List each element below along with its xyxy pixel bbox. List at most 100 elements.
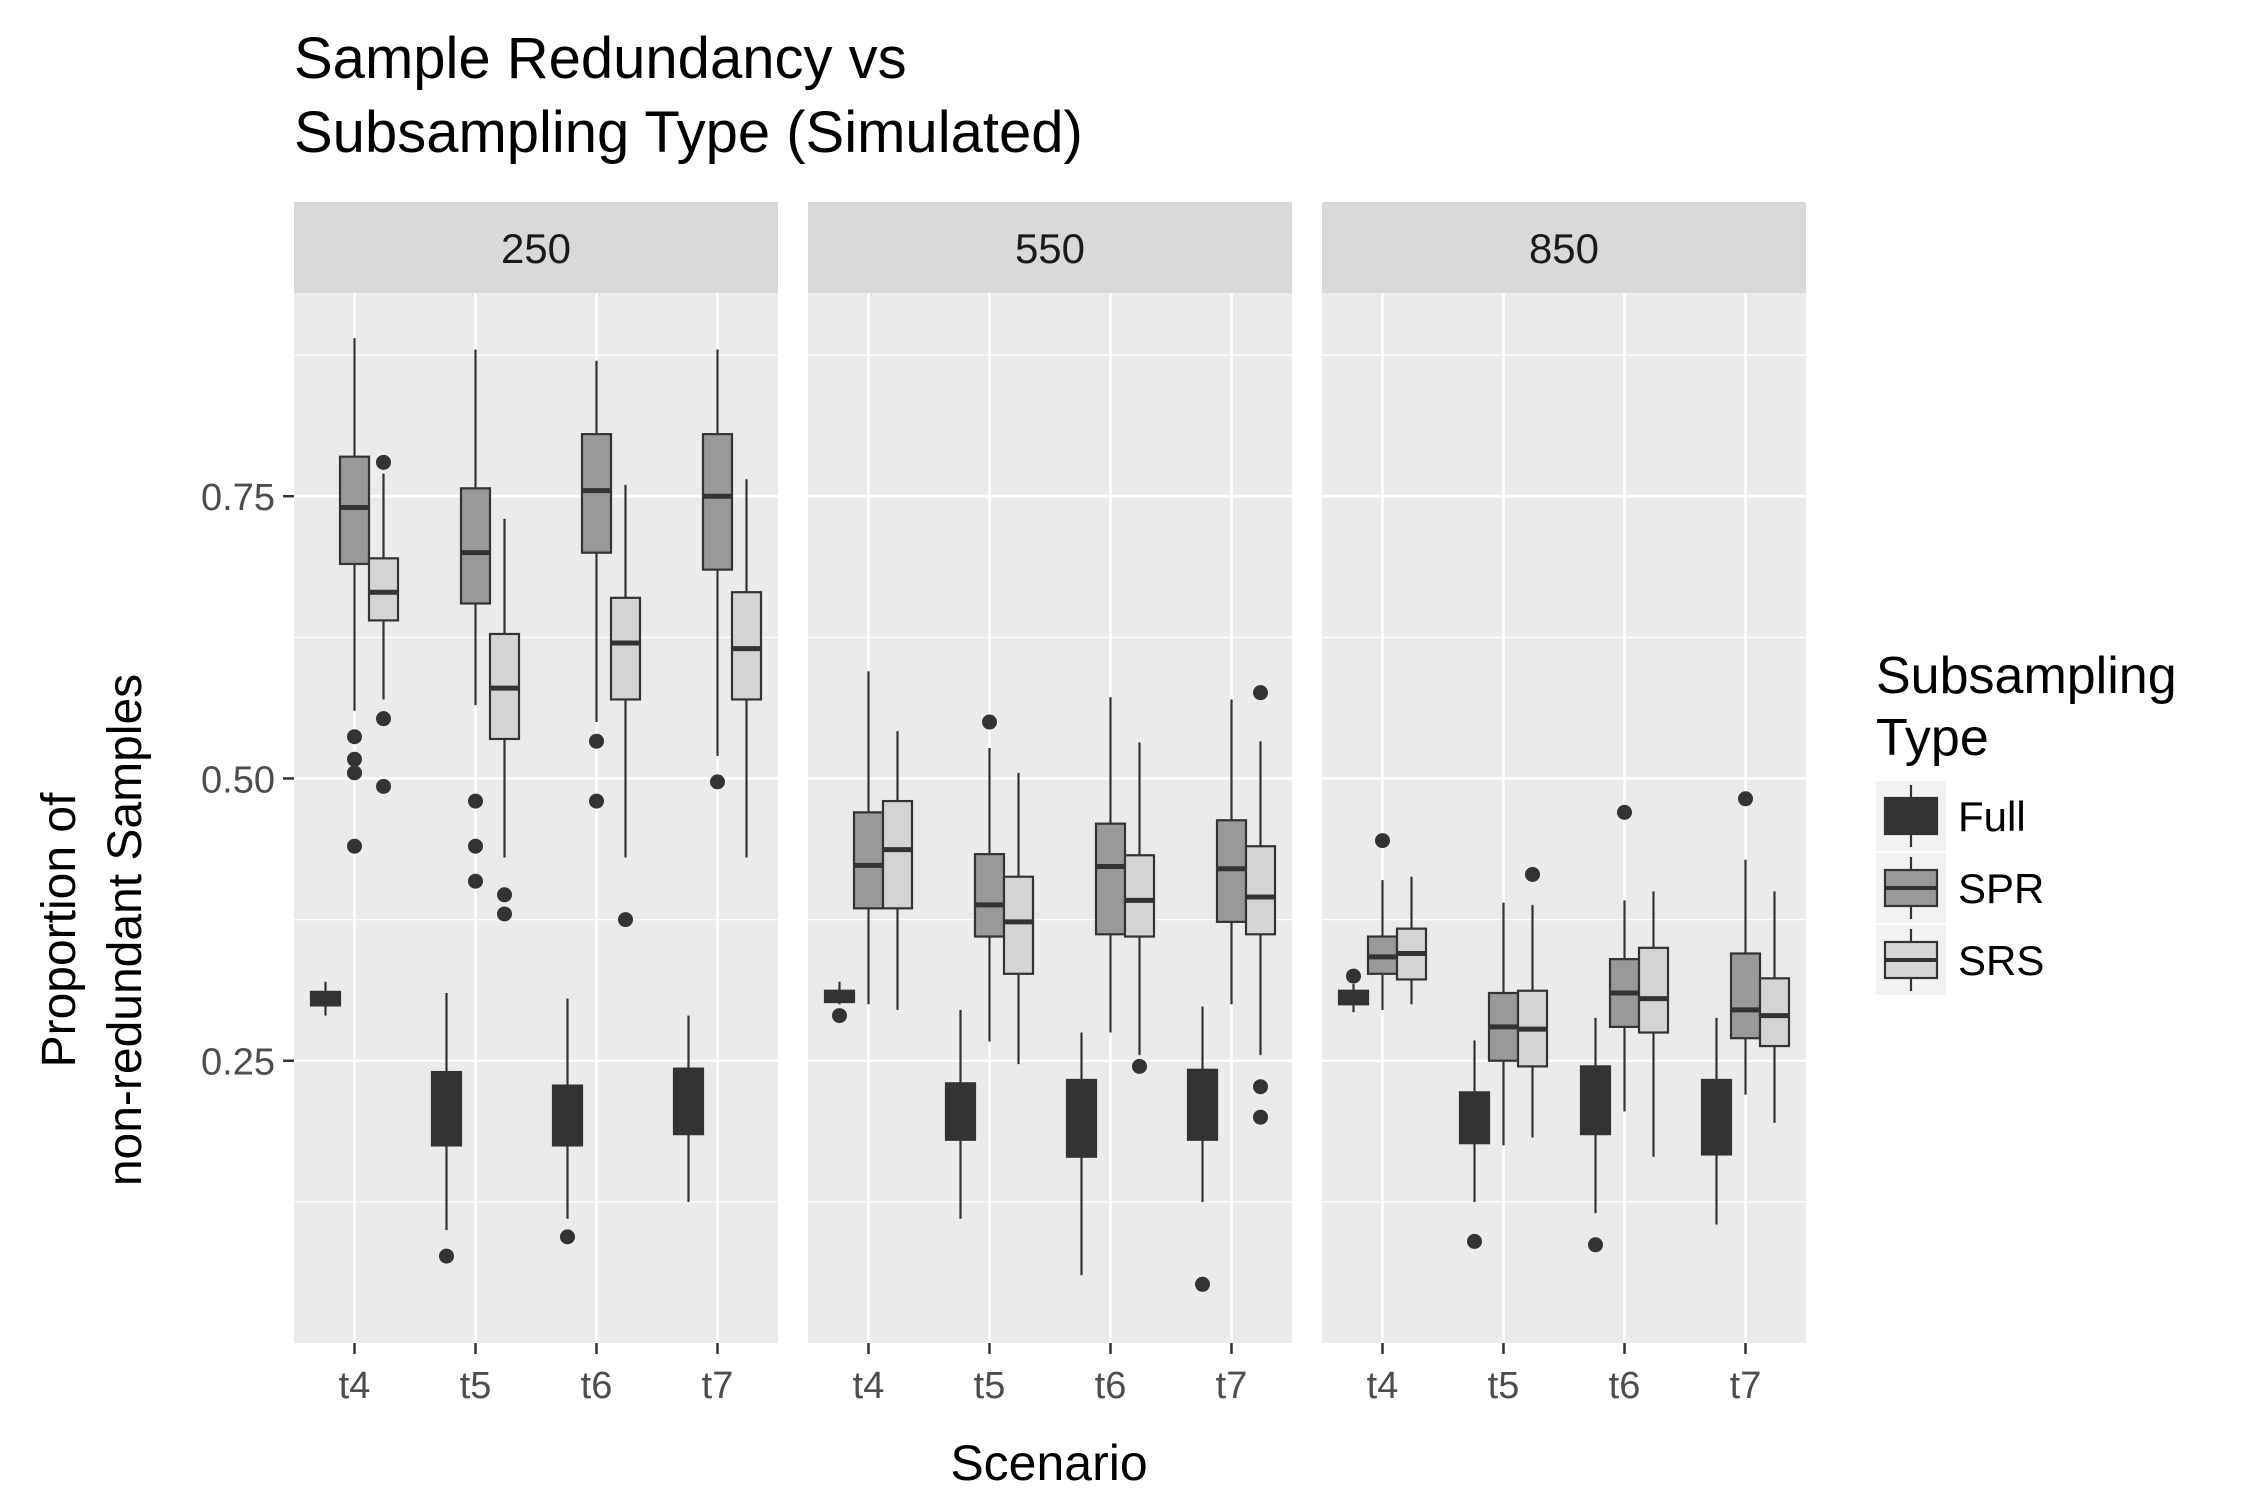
legend-label-full: Full <box>1958 793 2026 840</box>
box-iqr <box>1637 946 1670 1034</box>
y-tick-label: 0.25 <box>201 1042 275 1084</box>
x-tick-label: t6 <box>1095 1365 1127 1407</box>
outlier-point <box>1617 804 1632 820</box>
facet-strip <box>808 202 1292 293</box>
x-tick-label: t7 <box>1216 1365 1248 1407</box>
y-axis-label-line-2: non-redundant Samples <box>99 674 152 1186</box>
outlier-point <box>560 1229 575 1245</box>
outlier-point <box>497 887 512 903</box>
panel-background <box>294 293 778 1343</box>
outlier-point <box>1467 1233 1482 1249</box>
box-iqr <box>1244 845 1277 936</box>
legend-label-spr: SPR <box>1958 865 2044 912</box>
box-full-t7-250 <box>672 1015 705 1202</box>
box-full-t6-550 <box>1065 1032 1098 1276</box>
legend-key-spr: SPR <box>1876 853 2044 923</box>
chart-title-line-2: Subsampling Type (Simulated) <box>294 100 1083 165</box>
chart-title-line-1: Sample Redundancy vs <box>294 26 907 91</box>
legend-keys: Full SPR SRS <box>1876 781 2044 995</box>
box-spr-t7-850 <box>1729 791 1762 1095</box>
x-tick-label: t4 <box>339 1365 371 1407</box>
box-spr-t6-250 <box>580 360 613 809</box>
outlier-point <box>618 912 633 928</box>
box-iqr <box>1758 977 1791 1048</box>
box-iqr <box>1729 952 1762 1040</box>
panel-background <box>1322 293 1806 1343</box>
box-iqr <box>580 433 613 554</box>
box-srs-t6-850 <box>1637 891 1670 1157</box>
outlier-point <box>1253 1109 1268 1125</box>
outlier-point <box>1253 1079 1268 1095</box>
outlier-point <box>589 793 604 809</box>
x-tick-label: t5 <box>974 1365 1006 1407</box>
box-full-t4-250 <box>309 981 342 1016</box>
box-full-t4-850 <box>1337 968 1370 1013</box>
box-srs-t4-550 <box>881 731 914 1010</box>
outlier-point <box>468 793 483 809</box>
box-spr-t4-250 <box>338 338 371 854</box>
legend-key-full: Full <box>1876 781 2026 851</box>
facet-strip <box>294 202 778 293</box>
facet-strip <box>1322 202 1806 293</box>
box-srs-t4-850 <box>1395 876 1428 1005</box>
box-spr-t6-550 <box>1094 697 1127 1033</box>
y-axis-label: Proportion of non-redundant Samples <box>33 674 152 1186</box>
box-full-t6-850 <box>1579 1017 1612 1253</box>
box-full-t5-850 <box>1458 1040 1491 1249</box>
outlier-point <box>1375 833 1390 849</box>
box-full-t5-550 <box>944 1009 977 1219</box>
x-tick-label: t6 <box>1609 1365 1641 1407</box>
facet-panel-850: 850 t4 t5 t6 t7 <box>1322 202 1806 1407</box>
box-iqr <box>1186 1068 1219 1141</box>
outlier-point <box>1132 1058 1147 1074</box>
facet-strip-label: 550 <box>1015 225 1085 272</box>
box-full-t7-550 <box>1186 1006 1219 1292</box>
outlier-point <box>497 906 512 922</box>
outlier-point <box>1346 968 1361 984</box>
x-tick-label: t7 <box>1730 1365 1762 1407</box>
box-iqr <box>367 557 400 622</box>
facet-panel-250: 250 t4 t5 t6 t7 <box>294 202 778 1407</box>
outlier-point <box>1738 791 1753 807</box>
box-srs-t5-250 <box>488 518 521 922</box>
box-srs-t6-250 <box>609 484 642 928</box>
box-iqr <box>1094 822 1127 936</box>
y-axis-label-line-1: Proportion of <box>33 792 86 1067</box>
box-full-t5-250 <box>430 993 463 1264</box>
facet-strip-label: 850 <box>1529 225 1599 272</box>
outlier-point <box>376 711 391 727</box>
box-srs-t7-550 <box>1244 685 1277 1125</box>
box-iqr <box>701 433 734 571</box>
facet-panels: 250 t4 t5 t6 t7 550 t4 t5 t6 t7 850 t4 t5 t6 t7 <box>294 202 1806 1407</box>
facet-strip-label: 250 <box>501 225 571 272</box>
box-spr-t6-850 <box>1608 804 1641 1112</box>
box-iqr <box>973 853 1006 938</box>
x-tick-label: t5 <box>460 1365 492 1407</box>
legend-label-srs: SRS <box>1958 937 2044 984</box>
legend-title-line-2: Type <box>1876 709 1989 767</box>
legend-key-srs: SRS <box>1876 925 2044 995</box>
legend-title-line-1: Subsampling <box>1876 647 2177 705</box>
legend: Subsampling Type Full SPR SRS <box>1876 647 2177 995</box>
box-srs-t5-850 <box>1516 866 1549 1138</box>
box-srs-t5-550 <box>1002 772 1035 1065</box>
outlier-point <box>376 454 391 470</box>
box-iqr <box>852 811 885 910</box>
outlier-point <box>832 1008 847 1024</box>
box-spr-t5-550 <box>973 714 1006 1042</box>
outlier-point <box>982 714 997 730</box>
box-full-t6-250 <box>551 998 584 1245</box>
box-srs-t6-550 <box>1123 742 1156 1074</box>
box-srs-t4-250 <box>367 454 400 794</box>
y-tick-label: 0.75 <box>201 477 275 519</box>
box-iqr <box>1002 875 1035 975</box>
box-full-t4-550 <box>823 981 856 1024</box>
outlier-point <box>347 729 362 745</box>
outlier-point <box>439 1248 454 1264</box>
box-iqr <box>881 799 914 910</box>
box-spr-t5-250 <box>459 349 492 889</box>
box-spr-t4-850 <box>1366 833 1399 1010</box>
box-spr-t7-250 <box>701 349 734 790</box>
outlier-point <box>1588 1237 1603 1253</box>
